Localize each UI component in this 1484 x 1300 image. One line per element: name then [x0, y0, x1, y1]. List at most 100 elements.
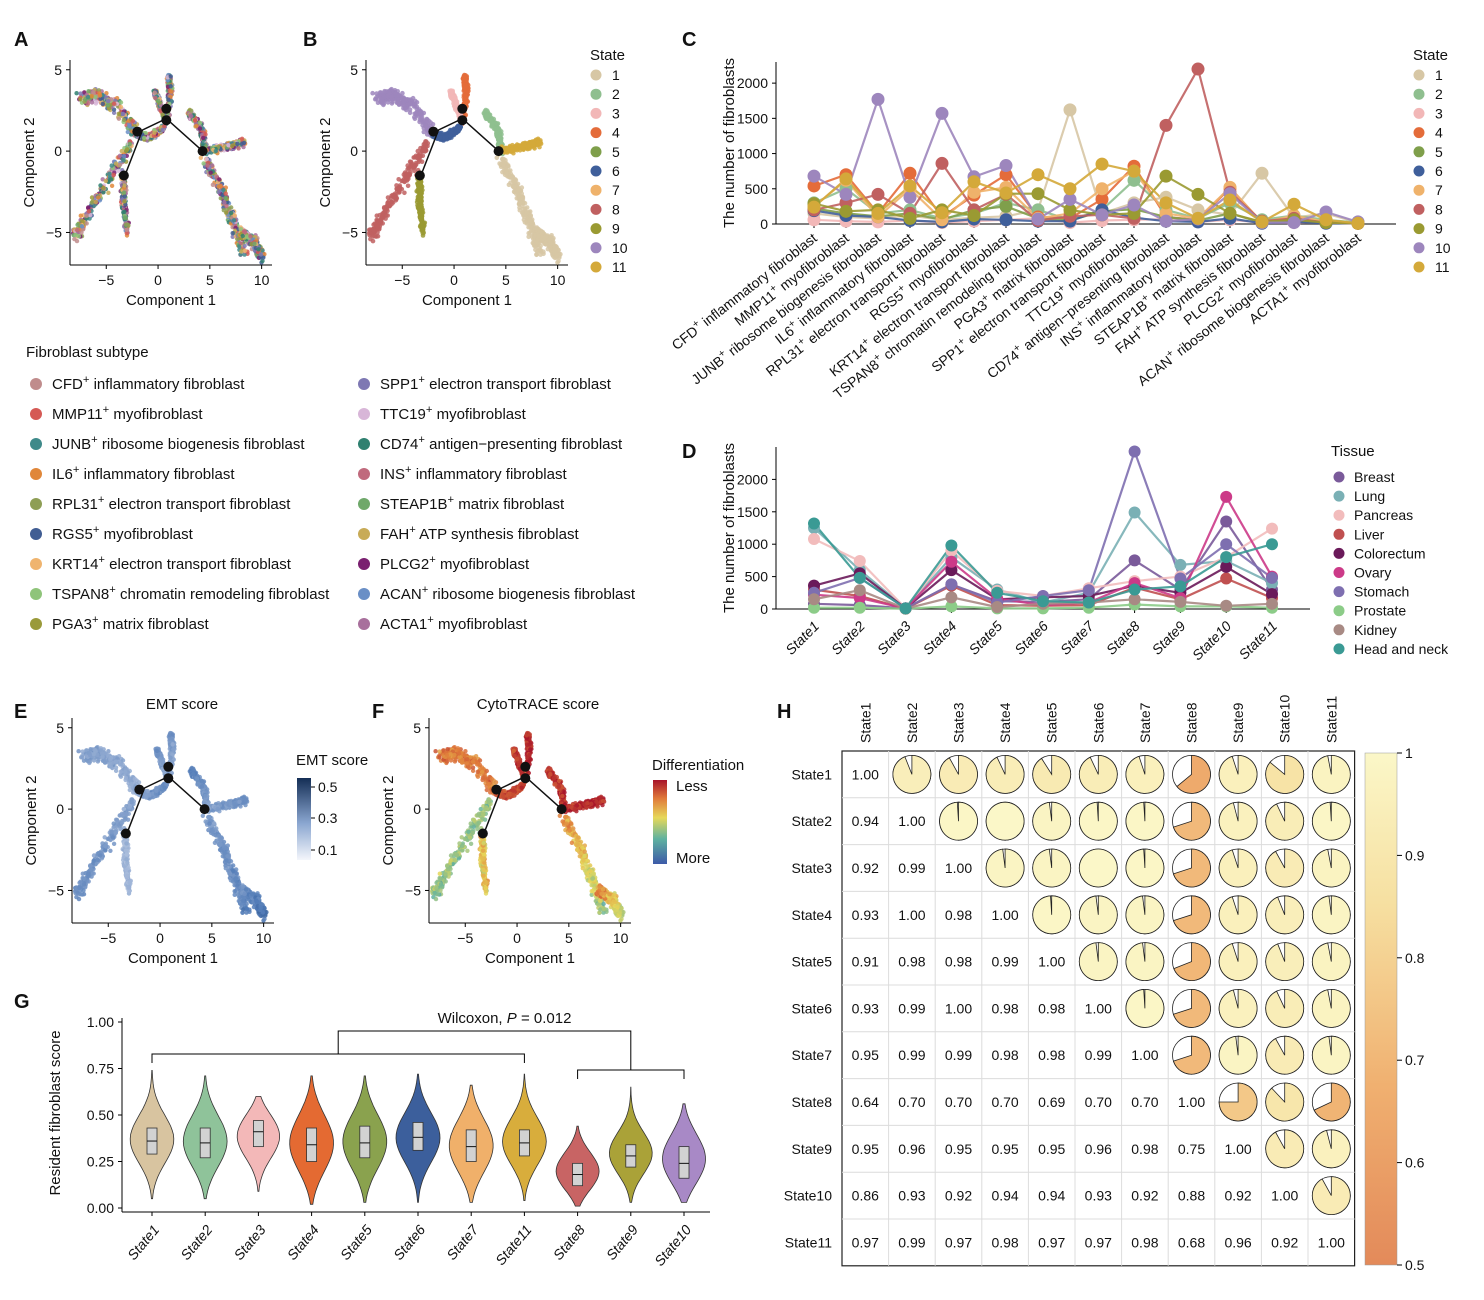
data-point	[935, 106, 949, 120]
legend-label: 2	[1435, 86, 1443, 102]
label-main: TSPAN8	[52, 586, 109, 603]
cell-point	[520, 203, 525, 209]
legend-label: 3	[612, 105, 620, 121]
x-tick-label: −5	[100, 930, 116, 946]
legend-swatch	[358, 468, 370, 480]
legend-swatch	[590, 261, 602, 273]
x-tick-label: 0	[450, 272, 458, 288]
cell-point	[405, 183, 411, 189]
data-point	[1220, 599, 1233, 612]
legend-label: Stomach	[1354, 584, 1409, 600]
data-point	[1287, 216, 1301, 230]
cell-point	[552, 247, 557, 252]
cell-point	[109, 183, 115, 188]
data-point	[1159, 169, 1173, 183]
cell-point	[89, 200, 95, 205]
cell-point	[416, 111, 422, 117]
x-tick-label: 0	[156, 930, 164, 946]
cell-point	[548, 241, 553, 246]
cell-point	[98, 96, 103, 102]
legend-swatch	[1413, 127, 1425, 139]
cell-point	[210, 182, 216, 187]
data-point	[1266, 597, 1278, 610]
x-tick-label: State3	[874, 618, 914, 658]
cell-point	[423, 123, 428, 129]
data-point	[935, 206, 949, 220]
cell-point	[397, 185, 402, 191]
cell-point	[86, 89, 91, 94]
cell-point	[106, 99, 111, 104]
legend-swatch	[358, 498, 370, 510]
data-point	[808, 533, 820, 546]
legend-swatch	[1333, 509, 1345, 521]
data-point	[1127, 198, 1141, 212]
branch-node	[457, 103, 468, 114]
cell-point	[89, 94, 94, 99]
cell-point	[97, 93, 103, 98]
cell-point	[213, 148, 218, 154]
label-main: inflammatory fibroblast	[79, 466, 235, 483]
y-axis-title: Component 2	[317, 117, 334, 207]
data-point	[1063, 103, 1077, 117]
cell-point	[418, 199, 423, 204]
data-point	[1128, 506, 1141, 519]
data-point	[999, 213, 1013, 227]
y-tick-label: 0	[760, 601, 768, 617]
data-point	[903, 179, 917, 193]
legend-label: Breast	[1354, 469, 1395, 485]
y-tick-label: 1500	[737, 110, 768, 126]
cell-point	[78, 97, 83, 102]
label-main: electron transport fibroblast	[425, 376, 612, 393]
data-point	[1174, 580, 1187, 593]
cell-point	[125, 129, 130, 135]
legend-label: 9	[612, 221, 620, 237]
cell-point	[497, 135, 502, 141]
cell-point	[201, 161, 206, 166]
cell-point	[370, 90, 375, 96]
cell-point	[76, 749, 81, 754]
cell-point	[169, 89, 174, 94]
cell-point	[381, 94, 387, 100]
cell-point	[497, 161, 502, 166]
data-point	[1223, 193, 1237, 207]
cell-point	[201, 135, 206, 141]
cell-point	[239, 136, 245, 141]
data-point	[871, 206, 885, 220]
cell-point	[417, 153, 423, 159]
cell-point	[418, 183, 423, 188]
legend-label: INS+ inflammatory fibroblast	[380, 464, 567, 483]
cell-point	[252, 241, 257, 246]
cell-point	[533, 244, 538, 249]
data-point	[1063, 182, 1077, 196]
cell-point	[230, 143, 235, 149]
legend-label: RPL31+ electron transport fibroblast	[52, 494, 291, 513]
legend-label: Head and neck	[1354, 641, 1449, 657]
data-point	[1191, 211, 1205, 225]
cell-point	[73, 232, 78, 238]
data-point	[1095, 157, 1109, 171]
cell-point	[153, 95, 158, 101]
cell-point	[537, 229, 543, 234]
legend-title: State	[590, 47, 625, 64]
data-point	[839, 187, 853, 201]
legend-swatch	[1413, 146, 1425, 158]
legend-swatch	[590, 165, 602, 177]
label-main: electron transport fibroblast	[104, 496, 291, 513]
x-tick-label: State8	[1103, 618, 1143, 658]
cell-point	[484, 113, 490, 119]
cell-point	[108, 177, 114, 182]
data-point	[807, 200, 821, 214]
cell-point	[544, 234, 549, 239]
legend-label: Prostate	[1354, 603, 1406, 619]
legend-swatch	[30, 468, 42, 480]
data-point	[1031, 212, 1045, 226]
cell-point	[418, 215, 423, 220]
cell-point	[513, 177, 518, 182]
legend-label: CD74+ antigen−presenting fibroblast	[380, 434, 623, 453]
cell-point	[536, 233, 541, 239]
data-point	[1319, 213, 1333, 227]
y-tick-label: 0	[54, 143, 62, 159]
data-point	[853, 555, 866, 568]
